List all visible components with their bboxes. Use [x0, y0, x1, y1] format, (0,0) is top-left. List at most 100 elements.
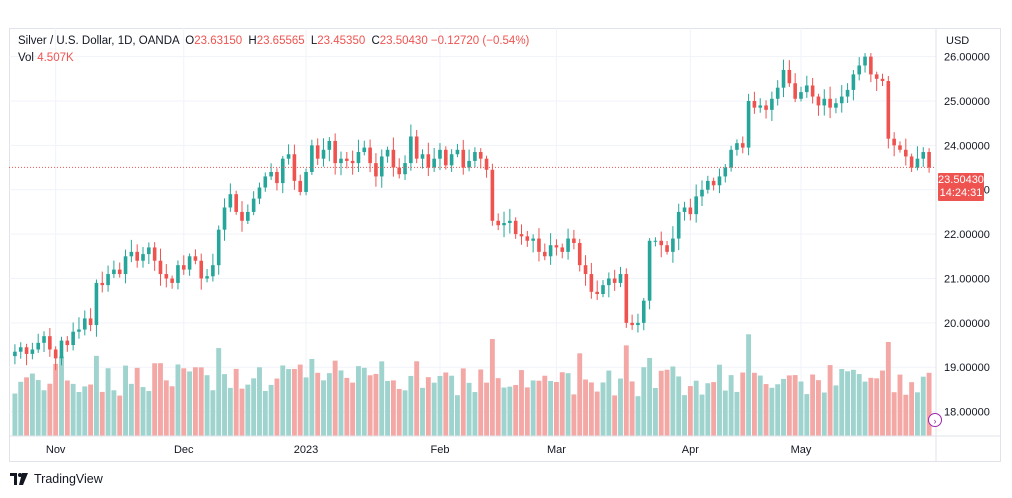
candle-body	[48, 336, 52, 350]
volume-bar	[111, 390, 117, 436]
volume-bar	[117, 395, 123, 436]
volume-bar	[682, 395, 687, 436]
volume-bar	[594, 391, 600, 436]
candle-body	[467, 160, 471, 168]
candle-body	[147, 247, 151, 255]
candle-body	[915, 158, 920, 168]
volume-bar	[664, 369, 670, 436]
candle-body	[665, 245, 669, 252]
candle-body	[94, 282, 99, 326]
volume-bar	[99, 391, 105, 436]
volume-bar	[425, 377, 431, 436]
volume-bar	[699, 394, 705, 436]
volume-bar	[670, 366, 676, 436]
volume-bar	[612, 395, 618, 436]
candle-body	[857, 65, 862, 75]
volume-bar	[64, 380, 70, 436]
candle-body	[711, 180, 716, 186]
time-tick-label: May	[791, 444, 812, 456]
candle-body	[758, 105, 763, 108]
volume-bar	[297, 364, 303, 436]
candle-body	[653, 240, 658, 242]
close-label: C	[371, 35, 380, 47]
close-value: 23.50430	[379, 35, 428, 47]
candle-body	[478, 152, 483, 159]
volume-bar	[175, 364, 181, 436]
candle-body	[228, 194, 233, 208]
candle-body	[304, 171, 308, 192]
volume-bar	[641, 367, 647, 436]
candle-body	[810, 85, 815, 97]
last-price-tag: 23.50430 14:24:31	[938, 173, 984, 201]
candle-body	[368, 147, 372, 164]
time-axis: Nov Dec 2023 Feb Mar Apr May	[46, 444, 812, 456]
candle-body	[816, 96, 821, 106]
candle-body	[793, 83, 797, 99]
volume-bar	[454, 395, 460, 436]
candle-body	[560, 247, 565, 252]
candle-body	[577, 242, 582, 266]
candle-body	[246, 211, 250, 221]
candle-body	[170, 278, 174, 283]
volume-bar	[740, 372, 746, 436]
volume-bar	[839, 368, 845, 436]
currency-label[interactable]: USD	[946, 35, 970, 47]
volume-bar	[414, 361, 420, 436]
candle-body	[572, 238, 576, 243]
candle-body	[216, 229, 221, 266]
brand-name: TradingView	[34, 472, 103, 486]
volume-bar	[466, 382, 472, 436]
chart-area[interactable]	[9, 28, 1001, 462]
volume-bar	[82, 386, 88, 436]
volume-bar	[431, 382, 437, 436]
volume-bar	[577, 353, 583, 436]
volume-bar	[553, 381, 559, 436]
volume-bar	[548, 380, 554, 436]
volume-bar	[152, 363, 158, 436]
candle-body	[618, 274, 623, 283]
volume-bar	[222, 374, 227, 436]
volume-bar	[408, 375, 414, 436]
candle-body	[886, 81, 891, 139]
volume-bar	[897, 374, 903, 436]
volume-bar	[827, 365, 833, 436]
candle-body	[892, 138, 896, 146]
price-tick-label: 22.00000	[944, 229, 990, 241]
candle-body	[595, 291, 599, 295]
volume-bar	[763, 384, 769, 436]
volume-bar	[687, 386, 693, 436]
volume-bar	[187, 371, 193, 436]
candle-body	[746, 100, 751, 148]
scroll-to-realtime-button[interactable]: ›	[928, 413, 942, 427]
candle-body	[921, 152, 926, 159]
volume-bar	[70, 383, 76, 436]
high-value: 23.65565	[256, 35, 305, 47]
volume-bar	[583, 379, 588, 436]
time-tick-label: Dec	[174, 444, 194, 456]
candle-body	[781, 69, 786, 88]
candle-body	[391, 149, 396, 168]
candle-body	[403, 163, 407, 175]
volume-bar	[804, 394, 810, 436]
candle-body	[13, 351, 17, 357]
candles	[13, 53, 931, 371]
candle-body	[315, 145, 320, 159]
volume-bar	[251, 378, 257, 436]
candle-body	[36, 342, 41, 350]
volume-bar	[909, 382, 915, 436]
volume-bar	[588, 382, 594, 436]
volume-bar	[606, 370, 612, 436]
candle-body	[30, 349, 35, 354]
volume-bar	[693, 380, 699, 436]
candle-body	[280, 158, 285, 184]
open-label: O	[185, 35, 195, 47]
candle-body	[839, 96, 844, 104]
candle-body	[164, 274, 169, 279]
footer-brand[interactable]: TradingView	[10, 472, 103, 486]
candle-body	[205, 276, 209, 279]
candle-body	[106, 274, 110, 286]
volume-bar	[781, 378, 786, 436]
candle-body	[909, 156, 914, 168]
high-label: H	[248, 35, 257, 47]
candle-body	[350, 160, 355, 164]
